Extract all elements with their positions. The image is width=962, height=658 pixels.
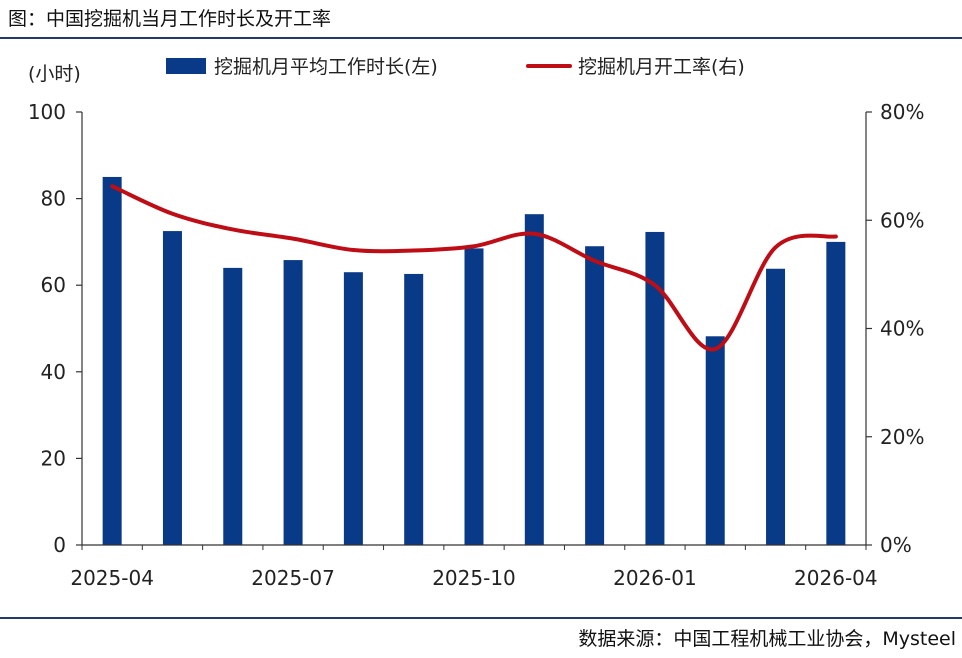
left-tick-label: 40 <box>41 360 66 384</box>
right-axis: 0% 20% 40% 60% 80% <box>865 100 924 557</box>
bar <box>464 248 484 545</box>
bar <box>705 336 725 545</box>
chart-title: 图：中国挖掘机当月工作时长及开工率 <box>8 8 332 30</box>
x-tick-label: 2025-10 <box>432 566 516 590</box>
left-tick-label: 20 <box>41 446 66 470</box>
bar <box>223 267 243 545</box>
left-tick-label: 100 <box>28 100 66 124</box>
right-tick-label: 60% <box>880 208 924 232</box>
bar <box>162 231 182 545</box>
left-tick-label: 60 <box>41 273 66 297</box>
bars <box>102 176 846 546</box>
right-tick-label: 80% <box>880 100 924 124</box>
bar <box>524 214 544 546</box>
bar <box>343 272 363 545</box>
bottom-rule <box>0 617 962 619</box>
legend-bar-label: 挖掘机月平均工作时长(左) <box>214 56 438 78</box>
bar <box>283 260 303 545</box>
left-tick-label: 0 <box>53 533 66 557</box>
bar <box>404 273 424 545</box>
left-axis-unit: (小时) <box>28 63 81 85</box>
right-tick-label: 40% <box>880 317 924 341</box>
x-tick-label: 2025-07 <box>251 566 335 590</box>
top-rule <box>0 37 962 39</box>
left-axis: 0 20 40 60 80 100 <box>28 100 83 557</box>
left-tick-label: 80 <box>41 187 66 211</box>
bar <box>102 176 122 545</box>
bar <box>826 241 846 545</box>
x-tick-label: 2026-01 <box>613 566 697 590</box>
x-axis: 2025-04 2025-07 2025-10 2026-01 2026-04 <box>70 544 878 590</box>
bar <box>585 246 605 546</box>
bar <box>645 231 665 546</box>
bar <box>766 268 786 545</box>
legend-line-label: 挖掘机月开工率(右) <box>578 56 745 78</box>
source-note: 数据来源：中国工程机械工业协会，Mysteel <box>578 628 956 650</box>
legend: 挖掘机月平均工作时长(左) 挖掘机月开工率(右) <box>166 56 745 78</box>
right-tick-label: 0% <box>880 533 912 557</box>
rate-line <box>110 184 838 352</box>
x-tick-label: 2026-04 <box>794 566 878 590</box>
x-tick-label: 2025-04 <box>70 566 154 590</box>
legend-bar-swatch <box>166 58 206 74</box>
right-tick-label: 20% <box>880 425 924 449</box>
